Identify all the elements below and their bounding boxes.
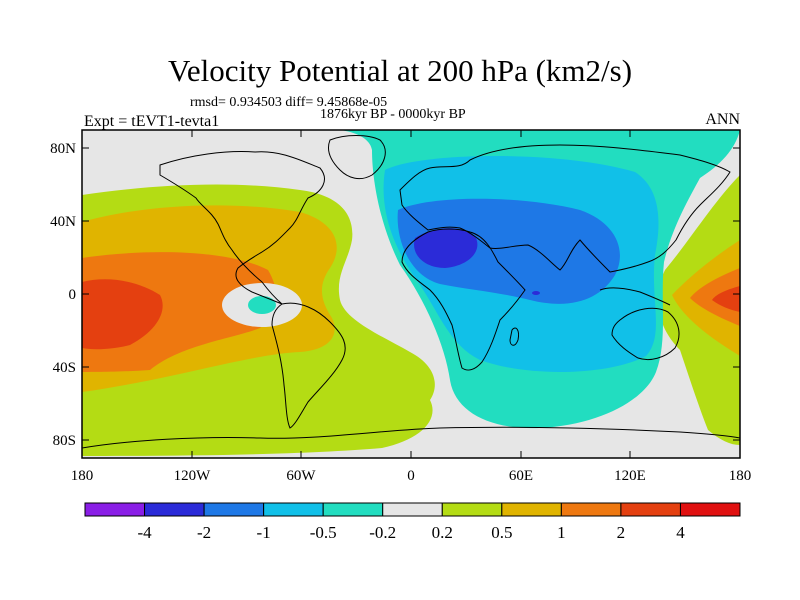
coastline-north-america bbox=[159, 151, 325, 305]
colorbar-swatch bbox=[620, 502, 681, 517]
lon-tick-label: 120E bbox=[614, 468, 646, 484]
lat-labels: 80N 40N 0 40S 80S bbox=[50, 141, 76, 449]
field-contour-neg-1 bbox=[397, 198, 620, 304]
colorbar-label: 0.2 bbox=[432, 523, 453, 542]
colorbar-swatch bbox=[263, 502, 324, 517]
colorbar-swatch bbox=[679, 502, 741, 517]
colorbar-swatch bbox=[501, 502, 562, 517]
coastline-greenland bbox=[327, 135, 386, 180]
colorbar-swatch bbox=[322, 502, 384, 517]
coastline-maritime-continent bbox=[599, 287, 671, 306]
lon-tick-label: 60W bbox=[286, 468, 316, 484]
colorbar-swatch bbox=[441, 502, 503, 517]
experiment-label: Expt = tEVT1-tevta1 bbox=[84, 113, 220, 130]
lat-tick-label: 80S bbox=[53, 433, 76, 449]
stats-label: rmsd= 0.934503 diff= 9.45868e-05 bbox=[190, 95, 388, 110]
coastline-australia bbox=[611, 307, 680, 361]
season-label: ANN bbox=[705, 111, 740, 128]
lat-tick-label: 40S bbox=[53, 360, 76, 376]
lat-tick-label: 80N bbox=[50, 141, 76, 157]
lon-labels: 180 120W 60W 0 60E 120E 180 bbox=[71, 468, 752, 484]
colorbar-label: -2 bbox=[197, 523, 211, 542]
contour-field bbox=[82, 130, 740, 458]
field-contour-pos-2-west bbox=[82, 279, 163, 350]
coastline-africa bbox=[401, 228, 526, 371]
colorbar-swatch bbox=[382, 502, 443, 517]
colorbar-label: 1 bbox=[557, 523, 566, 542]
lat-tick-label: 40N bbox=[50, 214, 76, 230]
colorbar bbox=[84, 502, 741, 517]
colorbar-swatch bbox=[560, 502, 622, 517]
lon-tick-label: 180 bbox=[71, 468, 94, 484]
coastline-antarctica bbox=[82, 426, 740, 449]
colorbar-labels: -4 -2 -1 -0.5 -0.2 0.2 0.5 1 2 4 bbox=[137, 523, 685, 542]
plot-title: Velocity Potential at 200 hPa (km2/s) bbox=[167, 53, 633, 88]
lon-tick-label: 0 bbox=[407, 468, 415, 484]
colorbar-swatch bbox=[203, 502, 265, 517]
coastline-madagascar bbox=[509, 327, 519, 346]
colorbar-label: -4 bbox=[137, 523, 152, 542]
colorbar-swatch bbox=[144, 502, 205, 517]
coastline-eurasia bbox=[399, 144, 731, 273]
lon-tick-label: 120W bbox=[174, 468, 212, 484]
colorbar-label: 4 bbox=[676, 523, 685, 542]
field-contour-neg-2-small bbox=[532, 291, 540, 295]
axis-ticks bbox=[82, 130, 740, 458]
coastline-south-america bbox=[271, 302, 346, 429]
coastlines bbox=[82, 135, 740, 449]
period-label: 1876kyr BP - 0000kyr BP bbox=[320, 107, 466, 122]
colorbar-label: -0.2 bbox=[369, 523, 396, 542]
field-contour-neg-2 bbox=[414, 228, 478, 268]
lat-tick-label: 0 bbox=[69, 287, 77, 303]
lon-tick-label: 180 bbox=[729, 468, 752, 484]
field-contour-neg-0.2-central-america bbox=[248, 296, 276, 314]
colorbar-label: 0.5 bbox=[491, 523, 512, 542]
colorbar-swatch bbox=[84, 502, 146, 517]
colorbar-label: -0.5 bbox=[310, 523, 337, 542]
field-contour-pos-2-east bbox=[712, 286, 740, 312]
colorbar-label: -1 bbox=[257, 523, 271, 542]
lon-tick-label: 60E bbox=[509, 468, 533, 484]
colorbar-label: 2 bbox=[617, 523, 626, 542]
